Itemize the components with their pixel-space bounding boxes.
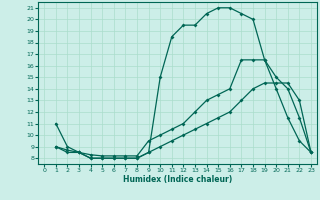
X-axis label: Humidex (Indice chaleur): Humidex (Indice chaleur) — [123, 175, 232, 184]
